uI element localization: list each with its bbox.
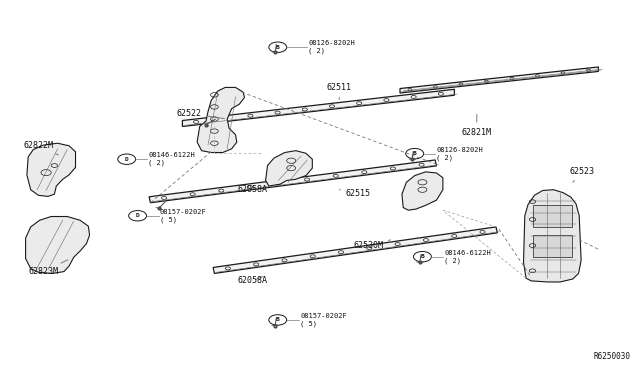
Polygon shape — [149, 160, 436, 203]
Text: 08146-6122H
( 2): 08146-6122H ( 2) — [444, 250, 491, 264]
Text: R6250030: R6250030 — [593, 352, 630, 361]
Text: 62522: 62522 — [176, 109, 225, 119]
Polygon shape — [402, 172, 443, 210]
Text: 62823M: 62823M — [29, 260, 68, 276]
Text: 08146-6122H
( 2): 08146-6122H ( 2) — [148, 152, 195, 166]
Text: 62511: 62511 — [326, 83, 352, 100]
Polygon shape — [26, 217, 90, 273]
Text: 62530M: 62530M — [353, 240, 390, 250]
Text: B: B — [420, 254, 424, 259]
Polygon shape — [524, 190, 581, 282]
Text: D: D — [125, 157, 129, 162]
Polygon shape — [197, 87, 244, 153]
Text: 08126-8202H
( 2): 08126-8202H ( 2) — [308, 40, 355, 54]
Polygon shape — [27, 143, 76, 196]
Polygon shape — [400, 67, 598, 93]
Text: 62058A: 62058A — [238, 185, 268, 194]
Text: 08157-0202F
( 5): 08157-0202F ( 5) — [160, 209, 207, 223]
Polygon shape — [182, 89, 454, 126]
FancyBboxPatch shape — [533, 235, 572, 257]
Polygon shape — [213, 227, 497, 273]
Text: 62822M: 62822M — [24, 141, 58, 155]
Text: 62821M: 62821M — [462, 114, 492, 137]
Text: 62515: 62515 — [339, 189, 371, 198]
Text: B: B — [276, 317, 280, 323]
Text: D: D — [136, 213, 140, 218]
Text: 62523: 62523 — [570, 167, 595, 182]
Polygon shape — [266, 151, 312, 186]
Text: B: B — [413, 151, 417, 156]
Text: B: B — [276, 45, 280, 50]
Text: 08157-0202F
( 5): 08157-0202F ( 5) — [300, 313, 347, 327]
Text: 62058A: 62058A — [238, 276, 268, 285]
Text: 08126-8202H
( 2): 08126-8202H ( 2) — [436, 147, 483, 161]
FancyBboxPatch shape — [533, 205, 572, 227]
